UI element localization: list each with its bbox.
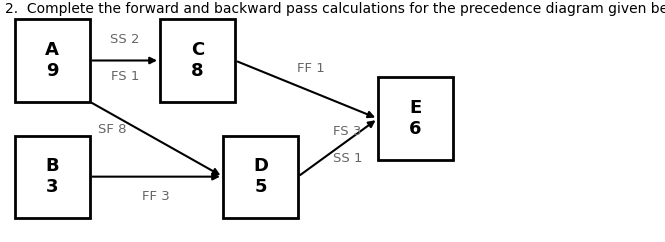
Text: E
6: E 6 xyxy=(409,99,422,138)
Text: FS 1: FS 1 xyxy=(110,70,139,83)
Text: SF 8: SF 8 xyxy=(98,123,127,136)
Text: D
5: D 5 xyxy=(253,157,268,196)
Text: FF 1: FF 1 xyxy=(297,62,325,75)
FancyBboxPatch shape xyxy=(223,136,298,218)
FancyBboxPatch shape xyxy=(160,19,235,102)
FancyBboxPatch shape xyxy=(378,77,453,160)
Text: SS 2: SS 2 xyxy=(110,33,140,46)
Text: FS 3: FS 3 xyxy=(333,125,362,138)
Text: 2.  Complete the forward and backward pass calculations for the precedence diagr: 2. Complete the forward and backward pas… xyxy=(5,2,665,16)
FancyBboxPatch shape xyxy=(15,19,90,102)
Text: A
9: A 9 xyxy=(45,41,59,80)
Text: C
8: C 8 xyxy=(191,41,204,80)
Text: SS 1: SS 1 xyxy=(333,152,362,166)
Text: B
3: B 3 xyxy=(45,157,59,196)
FancyBboxPatch shape xyxy=(15,136,90,218)
Text: FF 3: FF 3 xyxy=(142,190,170,203)
